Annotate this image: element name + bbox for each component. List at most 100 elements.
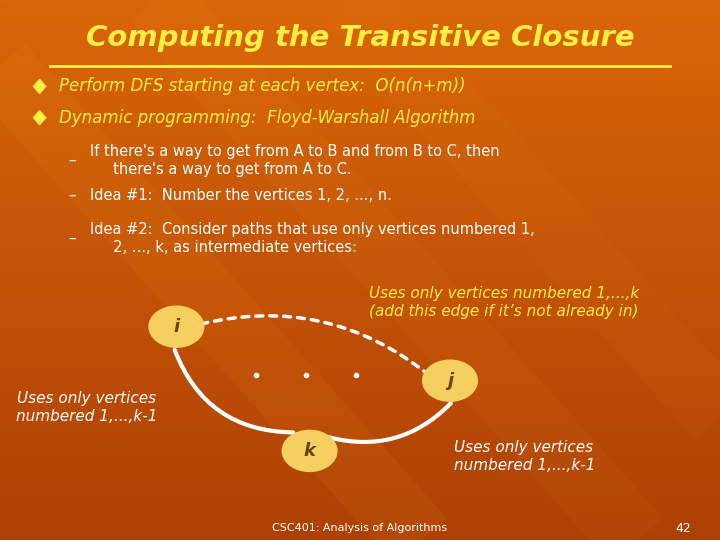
Bar	[0, 27, 720, 31]
Bar	[0, 256, 720, 261]
Bar	[0, 77, 720, 81]
Bar	[0, 14, 720, 18]
Bar	[0, 284, 720, 288]
Bar	[0, 158, 720, 162]
Bar	[0, 108, 720, 112]
Bar	[0, 112, 720, 117]
Text: 42: 42	[675, 522, 691, 535]
Bar	[0, 369, 720, 374]
Bar	[0, 139, 720, 144]
Bar	[0, 63, 720, 68]
Text: Uses only vertices numbered 1,...,k
(add this edge if it’s not already in): Uses only vertices numbered 1,...,k (add…	[369, 286, 639, 319]
Bar	[0, 243, 720, 247]
Bar	[0, 239, 720, 243]
Bar	[0, 392, 720, 396]
Bar	[0, 131, 720, 135]
Bar	[0, 482, 720, 486]
Text: Dynamic programming:  Floyd-Warshall Algorithm: Dynamic programming: Floyd-Warshall Algo…	[59, 109, 475, 127]
Bar	[0, 374, 720, 378]
Bar	[0, 99, 720, 104]
Bar	[0, 432, 720, 436]
Text: Perform DFS starting at each vertex:  O(n(n+m)): Perform DFS starting at each vertex: O(n…	[59, 77, 466, 96]
Text: i: i	[174, 318, 179, 336]
Bar	[0, 414, 720, 418]
Bar	[0, 162, 720, 166]
Bar	[0, 306, 720, 310]
Bar	[0, 378, 720, 382]
Bar	[0, 522, 720, 526]
Text: Computing the Transitive Closure: Computing the Transitive Closure	[86, 24, 634, 52]
Bar	[0, 320, 720, 324]
Bar	[0, 472, 720, 477]
Bar	[0, 36, 720, 40]
Bar	[0, 54, 720, 58]
Bar	[0, 117, 720, 122]
Bar	[0, 126, 720, 131]
Text: Uses only vertices
numbered 1,...,k-1: Uses only vertices numbered 1,...,k-1	[454, 440, 595, 472]
Polygon shape	[34, 79, 45, 93]
Bar	[0, 436, 720, 441]
Bar	[0, 104, 720, 108]
Bar	[0, 207, 720, 212]
Bar	[0, 202, 720, 207]
Bar	[0, 90, 720, 94]
Bar	[0, 212, 720, 216]
Text: k: k	[304, 442, 315, 460]
Bar	[0, 517, 720, 522]
Bar	[0, 310, 720, 315]
Bar	[0, 441, 720, 445]
Bar	[0, 536, 720, 540]
Bar	[0, 18, 720, 23]
Bar	[0, 4, 720, 9]
Bar	[0, 360, 720, 364]
Bar	[0, 531, 720, 536]
Bar	[0, 85, 720, 90]
Bar	[0, 81, 720, 85]
Bar	[0, 0, 720, 4]
Bar	[0, 122, 720, 126]
Bar	[0, 166, 720, 171]
Bar	[0, 270, 720, 274]
Text: –: –	[68, 153, 76, 168]
Bar	[0, 455, 720, 459]
Bar	[0, 288, 720, 293]
Bar	[0, 135, 720, 139]
Bar	[0, 274, 720, 279]
Bar	[0, 216, 720, 220]
Circle shape	[282, 430, 337, 471]
Bar	[0, 193, 720, 198]
Bar	[0, 176, 720, 180]
Circle shape	[423, 360, 477, 401]
Bar	[0, 68, 720, 72]
Text: –: –	[68, 188, 76, 203]
Bar	[0, 351, 720, 355]
Bar	[0, 220, 720, 225]
Bar	[0, 252, 720, 256]
Bar	[0, 338, 720, 342]
Bar	[0, 333, 720, 338]
Bar	[0, 355, 720, 360]
Bar	[0, 230, 720, 234]
Text: Idea #2:  Consider paths that use only vertices numbered 1,
     2, ..., k, as i: Idea #2: Consider paths that use only ve…	[90, 222, 535, 255]
Bar	[0, 144, 720, 148]
Bar	[0, 418, 720, 423]
Bar	[0, 185, 720, 189]
Bar	[0, 486, 720, 490]
Bar	[0, 247, 720, 252]
Bar	[0, 171, 720, 176]
Bar	[0, 324, 720, 328]
Text: Idea #1:  Number the vertices 1, 2, ..., n.: Idea #1: Number the vertices 1, 2, ..., …	[90, 188, 392, 203]
Bar	[0, 509, 720, 513]
Bar	[0, 293, 720, 297]
Bar	[0, 423, 720, 428]
Bar	[0, 266, 720, 270]
Bar	[0, 279, 720, 284]
Bar	[0, 450, 720, 455]
Text: Uses only vertices
numbered 1,...,k-1: Uses only vertices numbered 1,...,k-1	[16, 392, 157, 424]
Bar	[0, 40, 720, 45]
Bar	[0, 50, 720, 54]
Bar	[0, 468, 720, 472]
Bar	[0, 364, 720, 369]
Bar	[0, 409, 720, 414]
Bar	[0, 23, 720, 27]
